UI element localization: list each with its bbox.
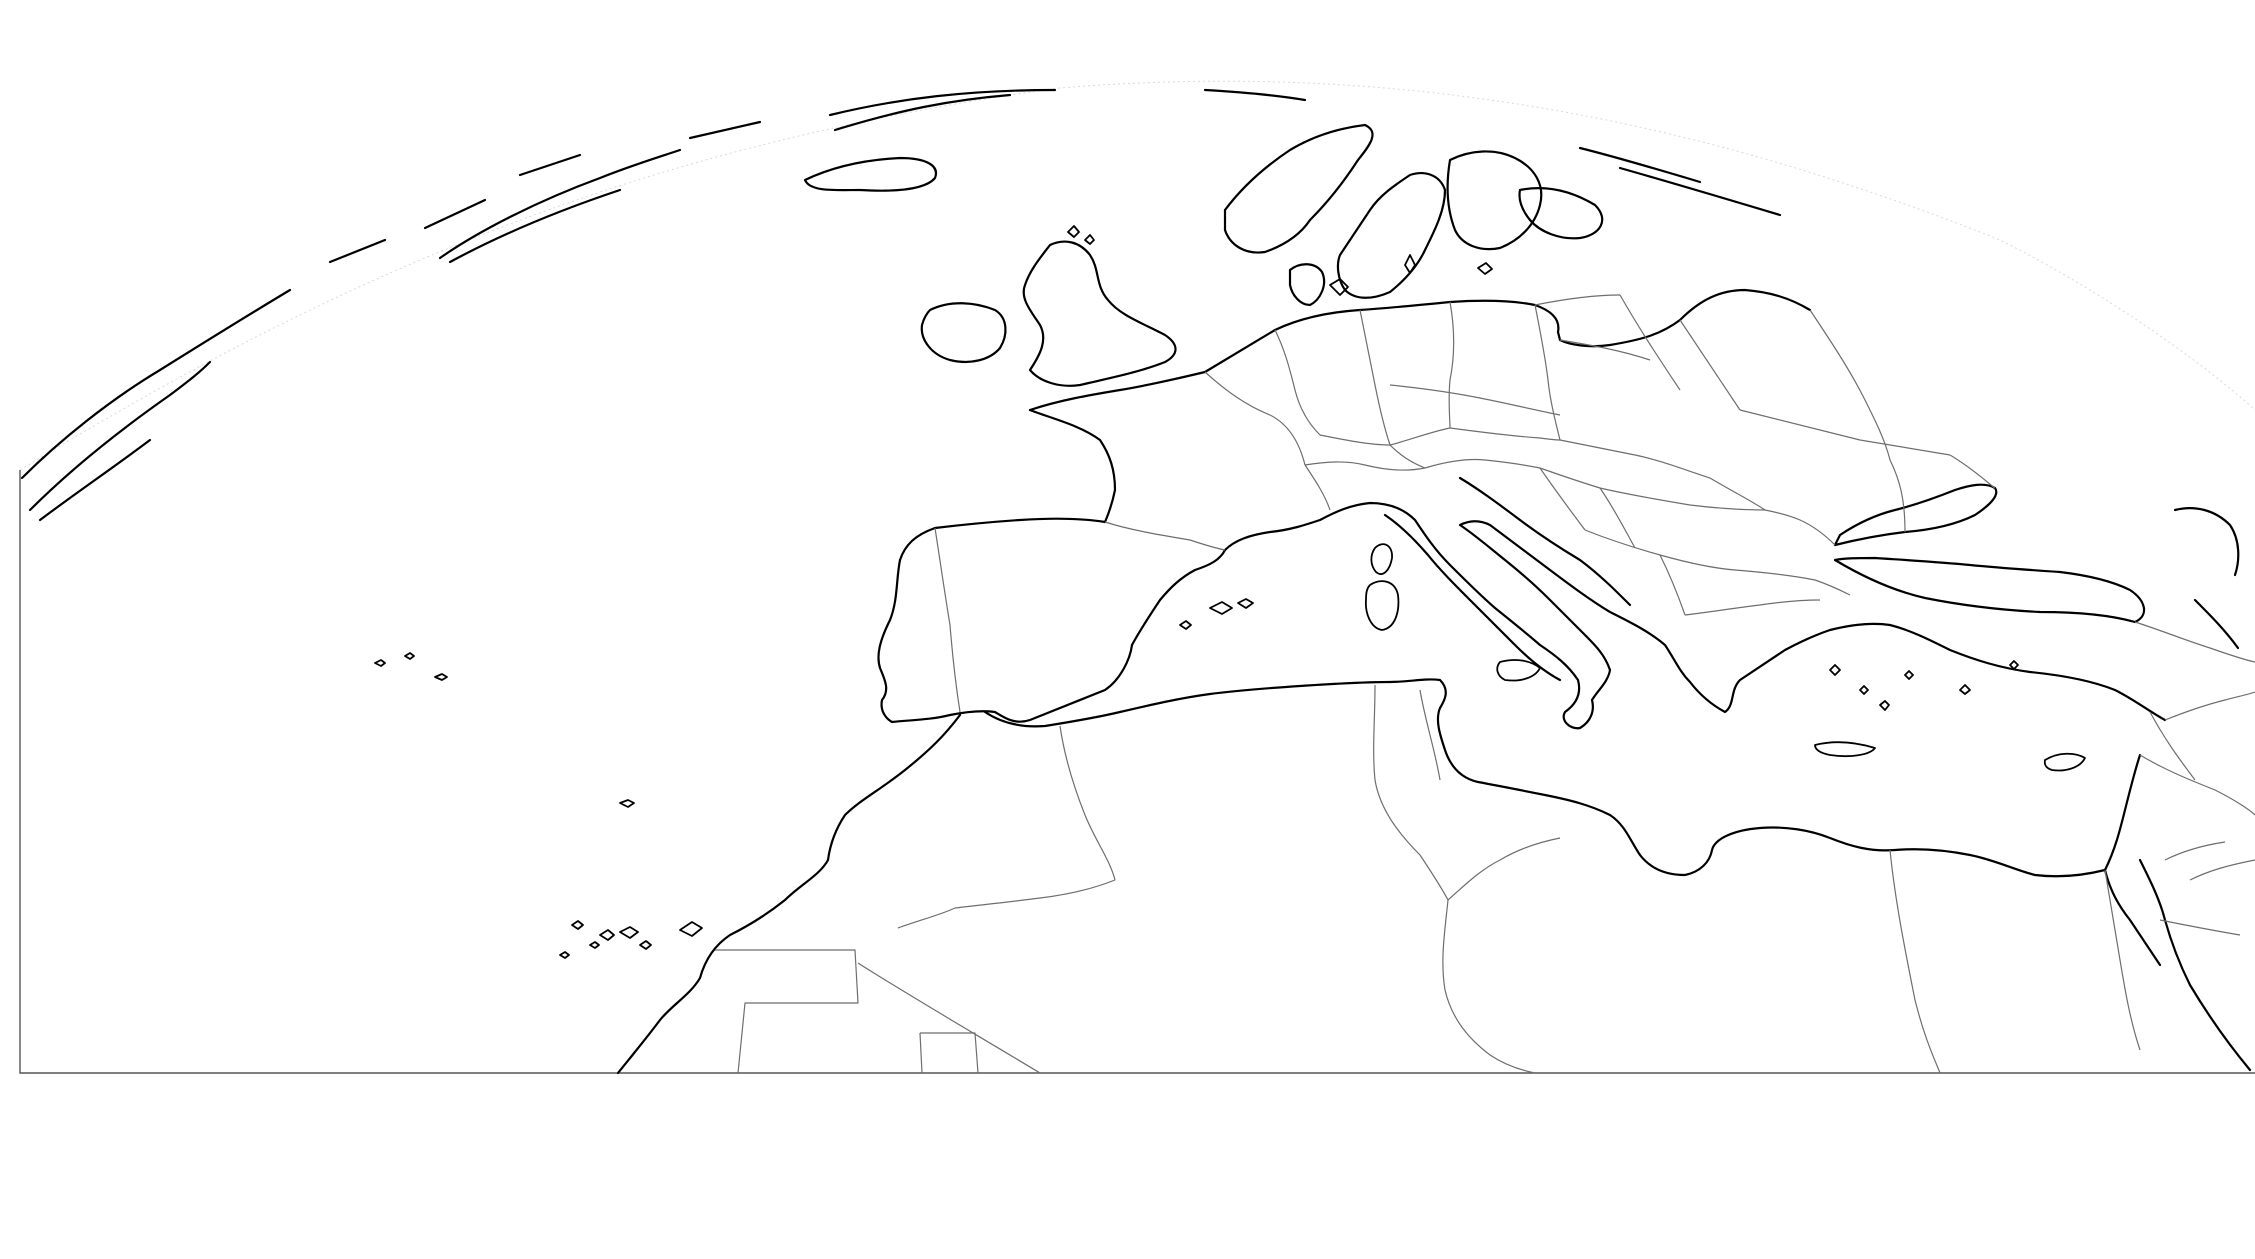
mediterranean-north-coastline [1223, 501, 2167, 730]
globe-horizon [19, 80, 2255, 471]
red-sea-coastline [2103, 868, 2162, 967]
caspian-coastline [2173, 507, 2240, 577]
map-frame [19, 470, 2255, 1074]
atlantic-islands [374, 652, 703, 959]
maghreb-mediterranean-coastline [983, 678, 2107, 878]
iberia-coastline [877, 517, 1227, 724]
iceland-coastline [803, 156, 938, 192]
scandinavia-coastline [1223, 123, 1604, 307]
greenland-coastline [20, 88, 1057, 522]
france-atlantic-coastline [1028, 408, 1117, 524]
europe-main-coastline [1028, 288, 1812, 412]
italy-coastline [1383, 513, 1562, 682]
british-isles-coastline [920, 225, 1177, 387]
levant-coastline [2103, 753, 2142, 872]
black-sea-coastline [1833, 483, 2146, 624]
arctic-islands-coastline [1203, 88, 1782, 217]
mediterranean-islands [1179, 543, 2086, 772]
adriatic-coastline [1458, 476, 1632, 607]
north-africa-coastline [616, 713, 962, 1075]
country-borders [715, 294, 2255, 1074]
